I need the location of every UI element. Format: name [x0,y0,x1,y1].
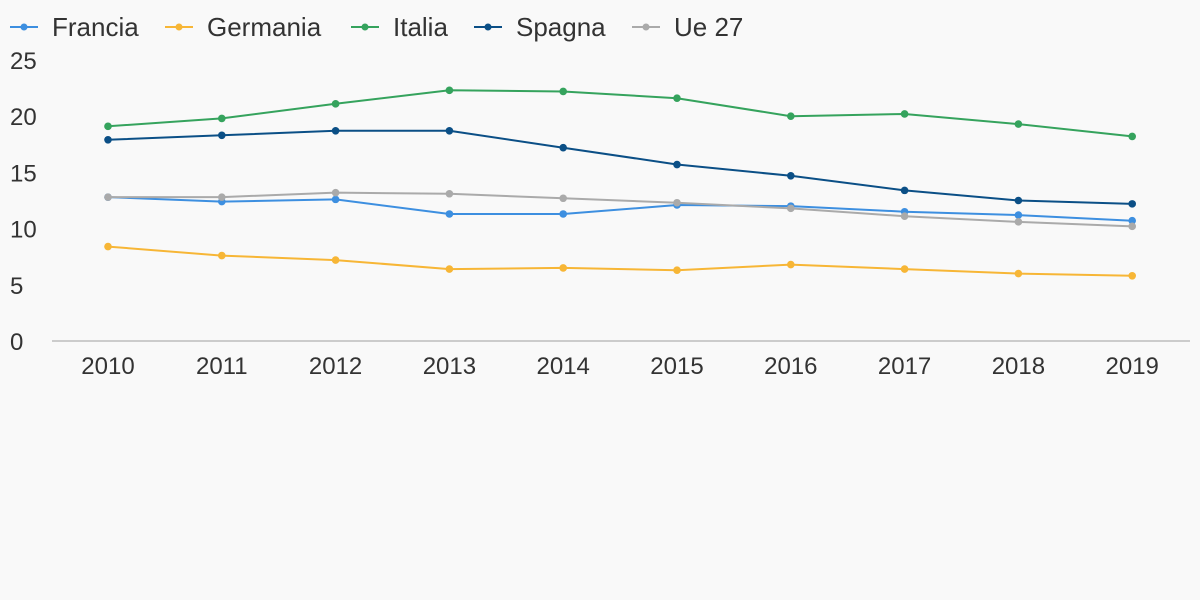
x-tick-label: 2017 [878,353,931,380]
y-tick-label: 0 [10,329,23,356]
data-point[interactable] [104,136,112,144]
data-point[interactable] [104,242,112,251]
data-point[interactable] [787,112,795,120]
y-tick-label: 25 [10,48,37,75]
legend-item[interactable]: Francia [10,12,139,42]
series-spagna [104,127,1136,208]
data-point[interactable] [1128,132,1136,141]
x-tick-label: 2019 [1106,353,1159,380]
legend-label: Germania [207,12,322,42]
data-point[interactable] [1014,269,1023,278]
data-point[interactable] [331,100,340,108]
series-line [108,191,1133,228]
legend-swatch-marker [642,23,650,31]
data-point[interactable] [104,193,112,201]
series-ue-27 [104,188,1136,231]
series-line [107,89,1133,138]
data-point[interactable] [900,110,909,118]
data-point[interactable] [1014,196,1023,205]
y-tick-label: 5 [10,273,23,300]
data-point[interactable] [445,189,454,198]
series-francia [104,193,1136,225]
data-point[interactable] [331,188,340,197]
x-tick-label: 2015 [650,353,703,380]
series-lines [104,86,1136,280]
legend-swatch-marker [20,23,28,31]
data-point[interactable] [673,94,681,103]
data-point[interactable] [104,122,112,131]
data-point[interactable] [331,195,340,204]
data-point[interactable] [218,193,226,201]
legend-label: Francia [52,12,139,42]
data-point[interactable] [787,204,795,213]
x-tick-label: 2018 [992,353,1045,380]
legend-item[interactable]: Germania [165,12,322,42]
data-point[interactable] [445,265,454,273]
data-point[interactable] [559,210,567,218]
x-tick-label: 2012 [309,353,362,380]
data-point[interactable] [787,260,795,269]
y-tick-label: 20 [10,104,37,131]
x-tick-label: 2010 [81,353,134,380]
data-point[interactable] [331,127,340,135]
legend-item[interactable]: Italia [351,12,448,42]
data-point[interactable] [559,264,567,272]
data-point[interactable] [1128,200,1136,208]
data-point[interactable] [673,266,681,274]
data-point[interactable] [331,256,340,264]
y-tick-label: 15 [10,160,37,187]
y-axis: 0 5 10 15 20 25 [10,48,37,356]
data-point[interactable] [218,114,226,123]
data-point[interactable] [445,210,454,218]
legend-item[interactable]: Ue 27 [632,12,743,42]
x-tick-label: 2013 [423,353,476,380]
data-point[interactable] [673,198,681,207]
data-point[interactable] [900,212,909,221]
legend-swatch-marker [484,23,492,31]
data-point[interactable] [218,131,226,140]
data-point[interactable] [1128,216,1136,225]
data-point[interactable] [218,251,226,260]
legend-label: Spagna [516,12,606,42]
data-point[interactable] [445,86,454,95]
data-point[interactable] [559,194,567,203]
data-point[interactable] [1014,120,1023,128]
legend-swatch-marker [175,23,183,31]
data-point[interactable] [1128,222,1136,231]
x-tick-label: 2014 [537,353,590,380]
data-point[interactable] [559,87,567,96]
y-tick-label: 10 [10,217,37,244]
legend-label: Ue 27 [674,12,743,42]
data-point[interactable] [1128,272,1136,280]
data-point[interactable] [673,160,681,169]
data-point[interactable] [445,127,454,135]
data-point[interactable] [900,186,909,195]
series-line [107,196,1133,222]
series-italia [104,86,1136,141]
x-axis: 2010 2011 2012 2013 2014 2015 2016 2017 2018 2019 [81,353,1159,380]
legend-label: Italia [393,12,448,42]
data-point[interactable] [559,143,567,152]
legend-item[interactable]: Spagna [474,12,606,42]
x-tick-label: 2016 [764,353,817,380]
series-line [107,129,1133,205]
data-point[interactable] [1014,218,1023,226]
legend: Francia Germania Italia Spagna Ue 27 [10,12,743,42]
data-point[interactable] [1014,211,1023,219]
legend-swatch-marker [361,23,369,31]
series-germania [104,242,1136,280]
data-point[interactable] [900,265,909,273]
x-tick-label: 2011 [196,353,248,380]
series-line [107,245,1133,277]
data-point[interactable] [787,171,795,180]
